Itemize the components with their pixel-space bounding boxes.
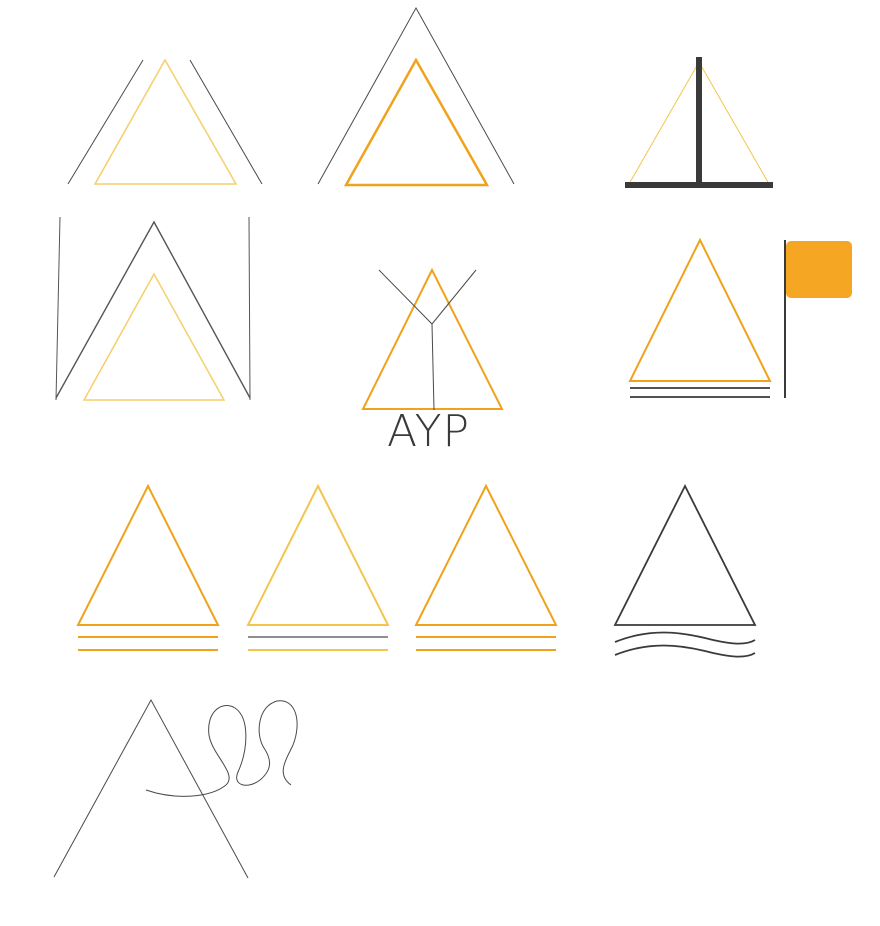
- gray-yellow-underline-triangle-icon: [246, 483, 390, 651]
- orange-underline-triangle-icon: [414, 483, 558, 651]
- tall-outline-peak-icon: [317, 6, 515, 187]
- flag-sail-icon: [628, 237, 852, 398]
- flag-icon: [786, 241, 852, 298]
- wave-sail-icon: [613, 483, 757, 658]
- framed-peak-icon: [55, 216, 251, 401]
- double-underline-triangle-icon: [76, 483, 220, 651]
- tree-branch-triangle-icon: [361, 267, 504, 411]
- looped-line-peak-icon: [53, 698, 298, 879]
- ayp-wordmark: AYP: [387, 406, 470, 457]
- double-outline-peak-icon: [67, 58, 263, 185]
- mast-sail-icon: [625, 57, 773, 188]
